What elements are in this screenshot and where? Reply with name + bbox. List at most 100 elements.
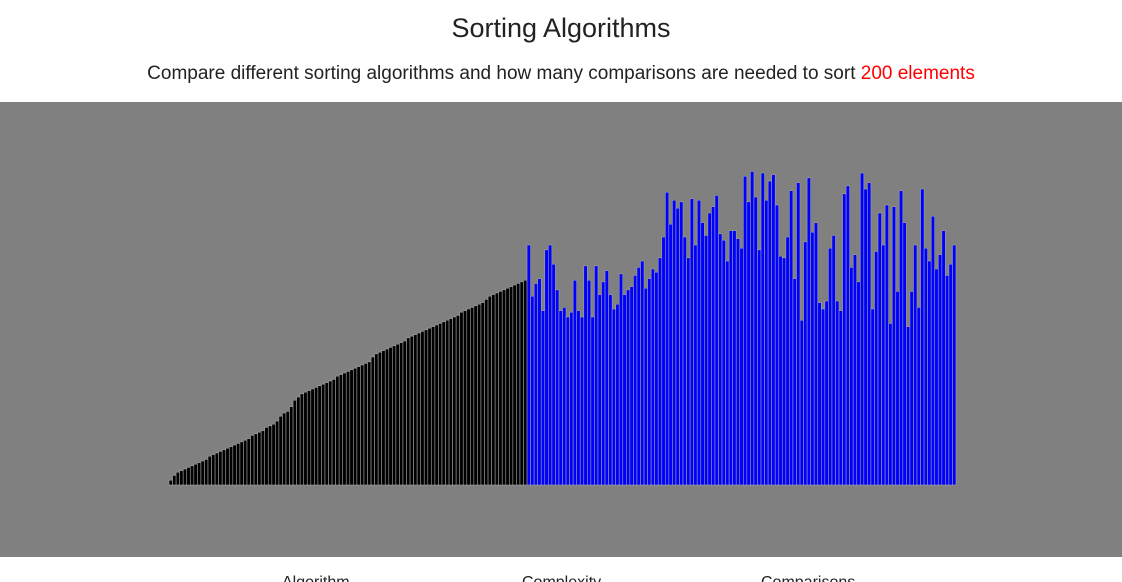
sorted-bar: [221, 449, 227, 486]
unsorted-bar: [916, 307, 921, 486]
sorted-bar: [267, 425, 273, 486]
sorted-bar: [448, 318, 453, 486]
sorted-bar: [413, 334, 418, 486]
sorted-bar: [292, 399, 297, 486]
unsorted-bar: [686, 257, 691, 486]
sorted-bar: [271, 423, 276, 486]
unsorted-bar: [693, 244, 698, 486]
unsorted-bar: [806, 177, 811, 486]
sorted-bar: [509, 286, 514, 486]
sorted-bar: [211, 454, 216, 486]
sorted-bar: [335, 375, 340, 486]
sorted-bar: [484, 299, 489, 486]
sorted-bar: [324, 382, 329, 486]
sorted-bar: [420, 331, 425, 486]
unsorted-bar: [622, 294, 627, 486]
sorted-bar: [370, 356, 375, 486]
unsorted-bar: [551, 263, 556, 486]
sorted-bar: [296, 396, 301, 486]
sorted-bar: [172, 475, 177, 486]
page-title: Sorting Algorithms: [451, 13, 671, 43]
sorted-bar: [470, 307, 475, 486]
unsorted-bar: [952, 244, 957, 486]
sorted-bar: [317, 385, 322, 486]
unsorted-bar: [661, 236, 666, 486]
sorted-bar: [310, 388, 315, 486]
unsorted-bar: [558, 310, 563, 486]
unsorted-bar: [601, 281, 606, 486]
unsorted-bar: [562, 307, 567, 486]
unsorted-bar: [877, 212, 882, 486]
sorted-bar: [381, 350, 386, 486]
sorted-bar: [356, 366, 361, 486]
unsorted-bar: [590, 316, 595, 486]
unsorted-bar: [572, 279, 577, 486]
column-header-complexity: Complexity: [522, 574, 601, 582]
unsorted-bar: [707, 212, 712, 486]
unsorted-bar: [757, 249, 762, 486]
sorted-bar: [438, 323, 443, 486]
unsorted-bar: [728, 230, 733, 486]
unsorted-bar: [569, 311, 574, 486]
unsorted-bar: [771, 174, 776, 486]
unsorted-bar: [530, 295, 535, 486]
unsorted-bar: [679, 201, 684, 486]
sorted-bar: [179, 470, 184, 486]
unsorted-bar: [742, 175, 748, 486]
unsorted-bar: [884, 204, 889, 486]
unsorted-bar: [682, 236, 687, 486]
sorted-bar: [480, 302, 485, 486]
sorted-bar: [207, 455, 212, 486]
unsorted-bar: [665, 191, 670, 486]
unsorted-bar: [888, 323, 893, 486]
sorted-bar: [168, 479, 173, 486]
sorted-bar: [452, 316, 457, 486]
sorted-bar: [306, 390, 312, 486]
sorted-bar: [523, 279, 528, 486]
unsorted-bar: [615, 303, 620, 486]
unsorted-bar: [668, 223, 673, 486]
unsorted-bar: [647, 278, 652, 486]
element-count-highlight: 200 elements: [860, 63, 975, 84]
unsorted-bar: [920, 188, 925, 486]
unsorted-bar: [831, 235, 836, 486]
unsorted-bar: [870, 308, 875, 486]
sorted-bar: [200, 460, 205, 486]
sorted-bar: [423, 329, 429, 486]
unsorted-bar: [764, 199, 769, 486]
sorted-bar: [197, 462, 202, 486]
unsorted-bar: [594, 265, 599, 486]
unsorted-bar: [689, 198, 694, 486]
unsorted-bar: [544, 249, 549, 486]
unsorted-bar: [785, 236, 790, 486]
unsorted-bar: [913, 244, 918, 486]
sorted-bar: [505, 287, 510, 486]
unsorted-bar: [813, 222, 819, 486]
bars-canvas: [168, 171, 957, 486]
unsorted-bar: [696, 199, 702, 486]
unsorted-bar: [654, 271, 659, 486]
unsorted-bar: [817, 302, 822, 486]
unsorted-bar: [859, 172, 865, 486]
unsorted-bar: [898, 190, 904, 486]
unsorted-bar: [746, 201, 751, 486]
unsorted-bar: [643, 287, 648, 486]
sorted-bar: [516, 283, 521, 486]
page-header: Sorting Algorithms Compare different sor…: [0, 0, 1122, 86]
unsorted-bar: [845, 185, 850, 486]
unsorted-bar: [945, 275, 950, 486]
sorted-bar: [236, 443, 241, 486]
unsorted-bar: [753, 196, 758, 486]
unsorted-bar: [874, 251, 879, 486]
unsorted-bar: [703, 235, 709, 486]
unsorted-bar: [881, 244, 886, 486]
sorted-bar: [257, 431, 262, 486]
sorted-bar: [384, 348, 390, 486]
unsorted-bar: [718, 233, 723, 486]
unsorted-bar: [934, 268, 939, 486]
unsorted-bar: [579, 316, 585, 486]
sorted-bar: [225, 447, 230, 486]
sorted-bar: [232, 444, 237, 486]
sorted-bar: [228, 446, 234, 486]
unsorted-bar: [700, 222, 705, 486]
